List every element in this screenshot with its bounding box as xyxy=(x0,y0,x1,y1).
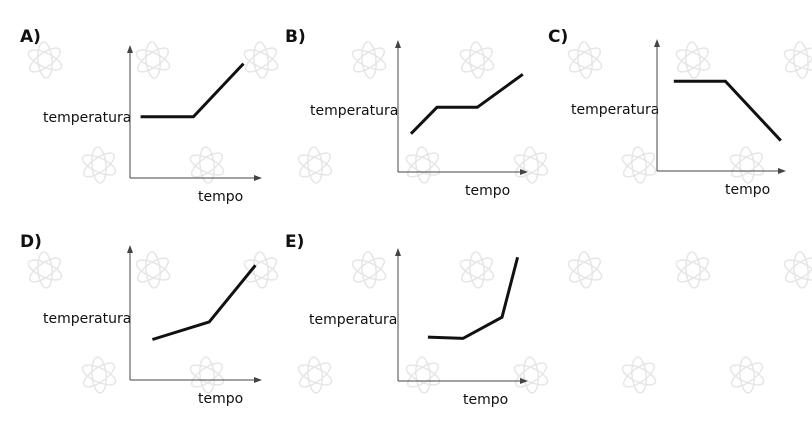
cosseno-watermark-icon xyxy=(459,251,495,289)
y-axis-label: temperatura xyxy=(310,103,398,119)
y-axis-arrowhead xyxy=(654,39,660,47)
cosseno-watermark-icon xyxy=(675,251,711,289)
chart-panel-b: B) temperatura tempo xyxy=(285,27,528,199)
cosseno-watermark-icon xyxy=(621,146,657,184)
panel-label: D) xyxy=(20,232,42,252)
chart-panel-a: A) temperatura tempo xyxy=(20,27,262,205)
series-line xyxy=(673,79,782,142)
series-line xyxy=(409,73,524,135)
chart-axes xyxy=(395,40,528,175)
series-line xyxy=(427,256,520,340)
x-axis-label: tempo xyxy=(198,391,243,407)
cosseno-watermark-icon xyxy=(189,146,225,184)
y-axis-arrowhead xyxy=(127,45,133,53)
cosseno-watermark-icon xyxy=(189,356,225,394)
chart-panel-c: C) temperatura tempo xyxy=(548,27,786,198)
y-axis-arrowhead xyxy=(127,245,133,253)
cosseno-watermark-icon xyxy=(27,251,63,289)
cosseno-watermark-icon xyxy=(621,356,657,394)
panel-label: B) xyxy=(285,27,306,47)
x-axis-label: tempo xyxy=(198,189,243,205)
cosseno-watermark-icon xyxy=(297,356,333,394)
chart-panel-d: D) temperatura tempo xyxy=(20,232,262,407)
cosseno-watermark-icon xyxy=(405,356,441,394)
cosseno-watermark-icon xyxy=(459,41,495,79)
cosseno-watermark-icon xyxy=(135,251,171,289)
cosseno-watermark-icon xyxy=(675,41,711,79)
cosseno-watermark-icon xyxy=(351,251,387,289)
panel-label: E) xyxy=(285,232,304,252)
x-axis-arrowhead xyxy=(520,169,528,175)
x-axis-label: tempo xyxy=(725,182,770,198)
chart-plot xyxy=(673,79,782,142)
chart-axes xyxy=(127,245,262,383)
chart-axes xyxy=(654,39,786,174)
cosseno-watermark-icon xyxy=(567,41,603,79)
cosseno-watermark-icon xyxy=(27,41,812,394)
cosseno-watermark-icon xyxy=(81,146,117,184)
chart-axes xyxy=(127,45,262,181)
chart-plot xyxy=(427,256,520,340)
cosseno-watermark-icon xyxy=(243,251,279,289)
panel-label: A) xyxy=(20,27,41,47)
series-line xyxy=(140,62,245,119)
cosseno-watermark-icon xyxy=(567,251,603,289)
cosseno-watermark-icon xyxy=(135,41,171,79)
chart-panel-e: E) temperatura tempo xyxy=(285,232,528,408)
cosseno-watermark-icon xyxy=(243,41,279,79)
cosseno-watermark-icon xyxy=(513,356,549,394)
chart-axes xyxy=(395,248,528,384)
series-line xyxy=(151,264,257,341)
y-axis-arrowhead xyxy=(395,40,401,48)
cosseno-watermark-icon xyxy=(297,146,333,184)
cosseno-watermark-icon xyxy=(783,41,812,79)
cosseno-watermark-icon xyxy=(351,41,387,79)
x-axis-arrowhead xyxy=(254,377,262,383)
cosseno-watermark-icon xyxy=(783,251,812,289)
y-axis-arrowhead xyxy=(395,248,401,256)
x-axis-label: tempo xyxy=(463,392,508,408)
cosseno-watermark-icon xyxy=(81,356,117,394)
chart-plot xyxy=(409,73,524,135)
x-axis-arrowhead xyxy=(778,168,786,174)
cosseno-watermark-icon xyxy=(729,356,765,394)
y-axis-label: temperatura xyxy=(309,312,397,328)
chart-plot xyxy=(151,264,257,341)
y-axis-label: temperatura xyxy=(43,311,131,327)
x-axis-label: tempo xyxy=(465,183,510,199)
panel-label: C) xyxy=(548,27,568,47)
cosseno-watermark-icon xyxy=(405,146,441,184)
x-axis-arrowhead xyxy=(520,378,528,384)
chart-plot xyxy=(140,62,245,119)
x-axis-arrowhead xyxy=(254,175,262,181)
y-axis-label: temperatura xyxy=(571,102,659,118)
cosseno-watermark-icon xyxy=(513,146,549,184)
y-axis-label: temperatura xyxy=(43,110,131,126)
